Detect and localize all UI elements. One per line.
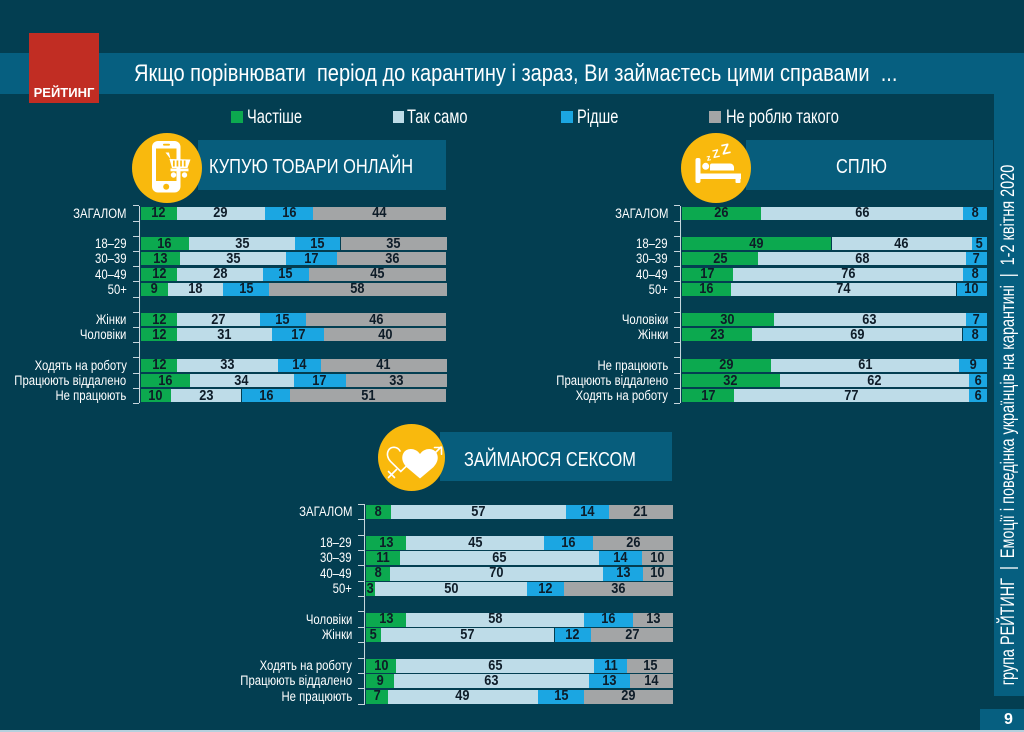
svg-text:Z: Z [711,148,721,161]
svg-text:Z: Z [719,141,731,159]
svg-text:z: z [705,152,711,163]
